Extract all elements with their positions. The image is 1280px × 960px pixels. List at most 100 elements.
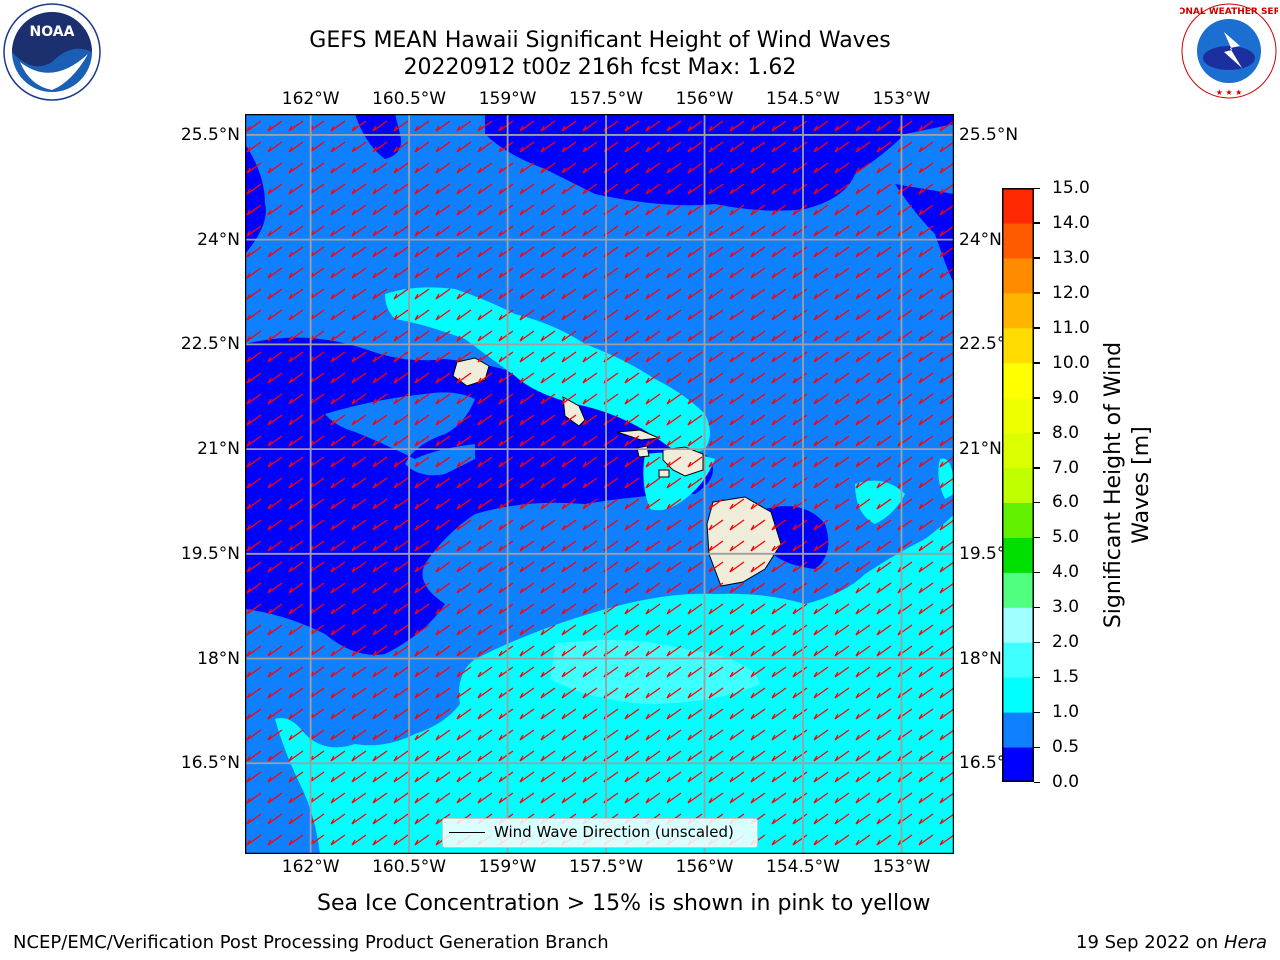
wave-direction-arrow bbox=[897, 561, 913, 573]
wave-direction-arrow bbox=[540, 603, 556, 615]
wave-direction-arrow bbox=[330, 729, 346, 741]
wave-direction-arrow bbox=[351, 372, 367, 384]
wave-direction-arrow bbox=[435, 435, 451, 447]
wave-direction-arrow bbox=[267, 267, 283, 279]
wave-direction-arrow bbox=[750, 750, 766, 762]
colorbar-frame bbox=[1002, 188, 1034, 782]
wave-direction-arrow bbox=[330, 456, 346, 468]
wave-direction-arrow bbox=[498, 750, 514, 762]
wave-direction-arrow bbox=[876, 414, 892, 426]
wave-direction-arrow bbox=[624, 309, 640, 321]
wave-direction-arrow bbox=[330, 435, 346, 447]
wave-direction-arrow bbox=[267, 435, 283, 447]
wave-direction-arrow bbox=[771, 183, 787, 195]
wave-direction-arrow bbox=[414, 414, 430, 426]
wave-direction-arrow bbox=[666, 645, 682, 657]
wave-direction-arrow bbox=[750, 330, 766, 342]
colorbar-tick-mark bbox=[1034, 187, 1040, 189]
wave-direction-arrow bbox=[666, 708, 682, 720]
wave-direction-arrow bbox=[540, 435, 556, 447]
wave-direction-arrow bbox=[750, 309, 766, 321]
wave-direction-arrow bbox=[771, 666, 787, 678]
wave-direction-arrow bbox=[792, 204, 808, 216]
wave-direction-arrow bbox=[666, 162, 682, 174]
wave-direction-arrow bbox=[288, 582, 304, 594]
wave-direction-arrow bbox=[939, 414, 954, 426]
wave-direction-arrow bbox=[645, 708, 661, 720]
wave-direction-arrow bbox=[498, 456, 514, 468]
wave-direction-arrow bbox=[540, 708, 556, 720]
wave-direction-arrow bbox=[918, 750, 934, 762]
wave-direction-arrow bbox=[351, 813, 367, 825]
wave-direction-arrow bbox=[267, 414, 283, 426]
wave-direction-arrow bbox=[834, 120, 850, 132]
wave-direction-arrow bbox=[246, 414, 262, 426]
wave-direction-arrow bbox=[540, 162, 556, 174]
wave-direction-arrow bbox=[519, 561, 535, 573]
wave-direction-arrow bbox=[582, 225, 598, 237]
wave-direction-arrow bbox=[435, 561, 451, 573]
wave-direction-arrow bbox=[435, 246, 451, 258]
wave-direction-arrow bbox=[771, 645, 787, 657]
wave-direction-arrow bbox=[729, 393, 745, 405]
wave-direction-arrow bbox=[729, 162, 745, 174]
wave-direction-arrow bbox=[792, 435, 808, 447]
wave-direction-arrow bbox=[876, 393, 892, 405]
wave-direction-arrow bbox=[288, 687, 304, 699]
wave-direction-arrow bbox=[624, 162, 640, 174]
wave-direction-arrow bbox=[519, 666, 535, 678]
wave-direction-arrow bbox=[477, 708, 493, 720]
wave-direction-arrow bbox=[729, 519, 745, 531]
wave-direction-arrow bbox=[813, 519, 829, 531]
wave-direction-arrow bbox=[813, 393, 829, 405]
wave-direction-arrow bbox=[288, 414, 304, 426]
wave-direction-arrow bbox=[582, 141, 598, 153]
wave-direction-arrow bbox=[540, 267, 556, 279]
wave-direction-arrow bbox=[792, 813, 808, 825]
wave-direction-arrow bbox=[624, 603, 640, 615]
wave-direction-arrow bbox=[666, 183, 682, 195]
wave-direction-arrow bbox=[540, 519, 556, 531]
wave-direction-arrow bbox=[855, 624, 871, 636]
island-maui bbox=[662, 446, 704, 477]
wave-direction-arrow bbox=[666, 225, 682, 237]
wave-direction-arrow bbox=[582, 582, 598, 594]
wave-direction-arrow bbox=[246, 351, 262, 363]
wave-direction-arrow bbox=[645, 624, 661, 636]
wave-direction-arrow bbox=[750, 372, 766, 384]
wave-direction-arrow bbox=[939, 708, 954, 720]
wave-direction-arrow bbox=[435, 456, 451, 468]
wave-direction-arrow bbox=[876, 519, 892, 531]
wave-direction-arrow bbox=[267, 204, 283, 216]
wave-direction-arrow bbox=[393, 750, 409, 762]
wave-direction-arrow bbox=[372, 183, 388, 195]
wave-direction-arrow bbox=[246, 267, 262, 279]
wave-direction-arrow bbox=[330, 330, 346, 342]
wave-direction-arrow bbox=[498, 330, 514, 342]
wave-direction-arrow bbox=[792, 729, 808, 741]
wave-direction-arrow bbox=[540, 561, 556, 573]
wave-direction-arrow bbox=[330, 372, 346, 384]
wave-direction-arrow bbox=[372, 792, 388, 804]
wave-direction-arrow bbox=[771, 519, 787, 531]
wave-direction-arrow bbox=[561, 309, 577, 321]
lon-tick-top: 154.5°W bbox=[766, 89, 840, 109]
lon-tick-bottom: 153°W bbox=[872, 857, 931, 877]
wave-direction-arrow bbox=[939, 729, 954, 741]
wave-direction-arrow bbox=[498, 561, 514, 573]
island-kahoolawe bbox=[658, 469, 670, 478]
colorbar-tick-mark bbox=[1034, 641, 1040, 644]
wave-direction-arrow bbox=[414, 834, 430, 846]
wave-direction-arrow bbox=[624, 582, 640, 594]
wave-direction-arrow bbox=[834, 141, 850, 153]
wave-direction-arrow bbox=[897, 792, 913, 804]
wave-direction-arrow bbox=[771, 330, 787, 342]
wave-direction-arrow bbox=[771, 750, 787, 762]
wave-direction-arrow bbox=[645, 120, 661, 132]
wave-direction-arrow bbox=[372, 729, 388, 741]
wave-direction-arrow bbox=[519, 687, 535, 699]
wave-direction-arrow bbox=[813, 456, 829, 468]
wave-direction-arrow bbox=[813, 225, 829, 237]
wave-direction-arrow bbox=[435, 603, 451, 615]
wave-direction-arrow bbox=[393, 204, 409, 216]
